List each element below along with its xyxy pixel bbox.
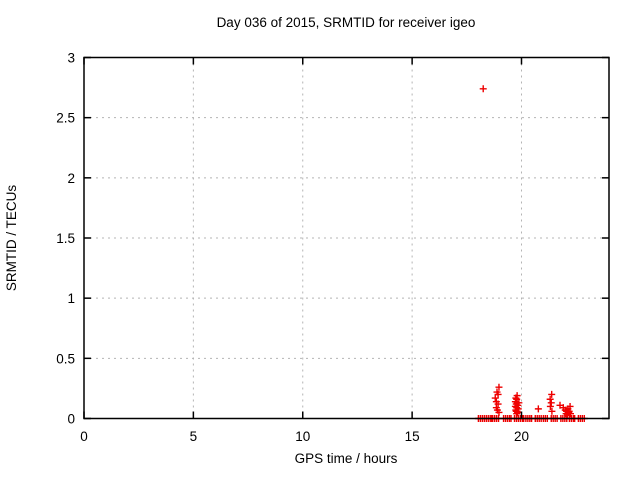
- data-point-marker: [546, 402, 554, 410]
- x-axis-label: GPS time / hours: [295, 451, 398, 466]
- x-tick-label: 20: [514, 429, 529, 444]
- x-tick-label: 0: [80, 429, 88, 444]
- tick-label-layer: 0 5 10 15 20 0 0.5 1 1.5 2 2.5 3: [56, 51, 529, 445]
- y-tick-label: 3: [67, 51, 75, 66]
- grid-layer: [84, 57, 609, 419]
- data-point-marker: [548, 390, 556, 398]
- data-point-marker: [495, 383, 503, 391]
- data-point-marker: [534, 405, 542, 413]
- data-points-layer: [474, 85, 588, 422]
- y-axis-label: SRMTID / TECUs: [4, 185, 19, 292]
- data-point-marker: [546, 395, 554, 403]
- data-point-marker: [494, 400, 502, 408]
- y-tick-label: 0.5: [56, 351, 75, 366]
- data-point-marker: [514, 408, 522, 416]
- data-point-marker: [548, 407, 556, 415]
- y-tick-label: 2: [67, 171, 75, 186]
- data-point-marker: [495, 408, 503, 416]
- y-tick-label: 1: [67, 291, 75, 306]
- y-tick-label: 0: [67, 412, 75, 427]
- data-point-marker: [491, 394, 499, 402]
- x-tick-label: 15: [405, 429, 420, 444]
- axis-layer: [83, 56, 610, 420]
- chart-title: Day 036 of 2015, SRMTID for receiver ige…: [217, 15, 476, 30]
- y-tick-label: 2.5: [56, 111, 75, 126]
- x-tick-label: 5: [190, 429, 198, 444]
- plot-border: [83, 56, 610, 420]
- data-point-marker: [494, 390, 502, 398]
- data-point-marker: [479, 85, 487, 93]
- y-tick-label: 1.5: [56, 231, 75, 246]
- x-tick-label: 10: [295, 429, 310, 444]
- data-point-marker: [567, 410, 574, 418]
- data-point-marker: [547, 399, 555, 407]
